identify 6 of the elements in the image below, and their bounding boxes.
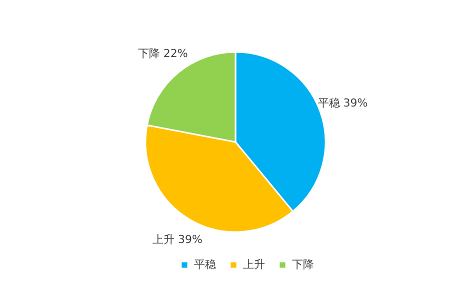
category-label: 下降 22% <box>138 47 188 60</box>
category-label: 上升 39% <box>152 233 202 246</box>
legend-label: 下降 <box>292 258 314 271</box>
legend-label: 上升 <box>243 258 265 271</box>
legend-label: 平稳 <box>194 258 216 271</box>
category-label: 平稳 39% <box>318 96 368 110</box>
